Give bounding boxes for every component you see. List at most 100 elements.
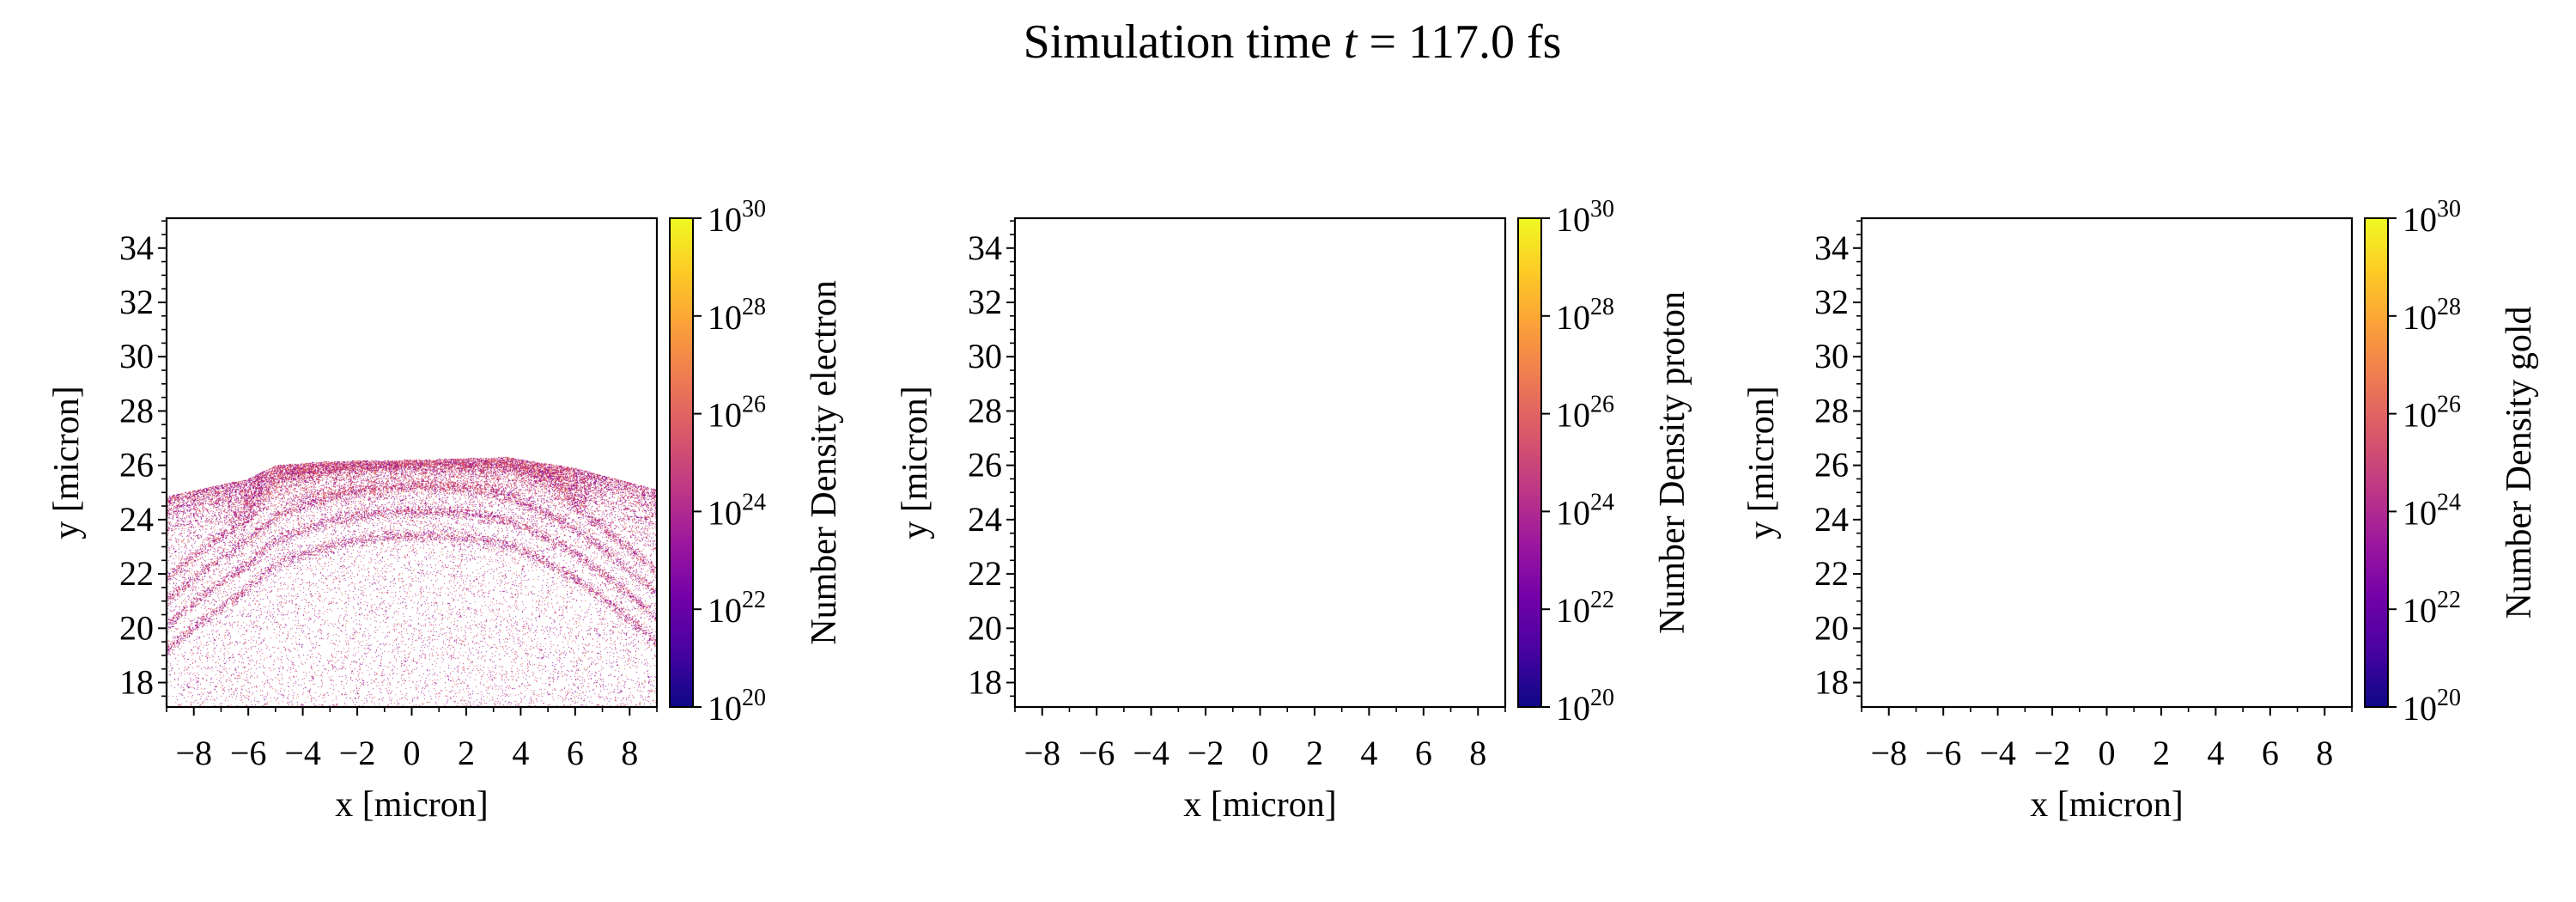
y-tick-label: 32 (1814, 283, 1849, 321)
y-tick-label: 24 (119, 500, 154, 539)
x-tick-label: 8 (2316, 734, 2333, 772)
y-tick-label: 30 (119, 337, 154, 375)
x-tick-label: 8 (1469, 734, 1486, 772)
colorbar (1517, 217, 1542, 708)
colorbar-tick-base: 10 (1556, 493, 1590, 532)
colorbar-label: Number Density gold (2500, 307, 2539, 619)
y-tick-label: 30 (1814, 337, 1849, 375)
colorbar-tick-exponent: 20 (1590, 685, 1614, 711)
y-tick-label: 34 (968, 229, 1002, 267)
colorbar-tick-base: 10 (2403, 591, 2437, 630)
colorbar-tick-label: 1022 (1556, 587, 1614, 630)
colorbar-tick-base: 10 (2403, 493, 2437, 532)
colorbar-tick-label: 1026 (1556, 392, 1614, 435)
axes-frame (1013, 216, 1507, 709)
x-tick-label: 0 (2099, 734, 2116, 772)
colorbar-tick-base: 10 (1556, 298, 1590, 337)
colorbar-tick-base: 10 (1556, 689, 1590, 728)
y-axis-label: y [micron] (47, 386, 87, 539)
y-tick-label: 28 (1814, 391, 1849, 430)
colorbar-tick-label: 1028 (2403, 294, 2461, 337)
y-axis-label: y [micron] (896, 386, 935, 539)
y-tick-label: 22 (119, 554, 154, 593)
colorbar-tick-base: 10 (2403, 298, 2437, 337)
colorbar-tick-exponent: 28 (2437, 294, 2461, 320)
colorbar-tick-label: 1028 (1556, 294, 1614, 337)
colorbar-tick-exponent: 22 (742, 587, 766, 613)
x-tick-label: 6 (1415, 734, 1432, 772)
colorbar-tick-exponent: 24 (742, 489, 766, 515)
x-tick-label: −2 (2034, 734, 2071, 772)
x-tick-label: −6 (1078, 734, 1115, 772)
y-tick-label: 34 (1814, 229, 1849, 267)
y-tick-label: 22 (968, 554, 1002, 593)
x-tick-label: −8 (1024, 734, 1060, 772)
colorbar-tick-exponent: 22 (1590, 587, 1614, 613)
x-tick-label: 6 (567, 734, 584, 772)
y-tick-label: 26 (1814, 446, 1849, 485)
colorbar-tick-exponent: 28 (742, 294, 766, 320)
colorbar-tick-exponent: 20 (742, 685, 766, 711)
colorbar-tick-base: 10 (1556, 396, 1590, 435)
y-axis-label: y [micron] (1742, 386, 1782, 539)
x-tick-label: 2 (458, 734, 475, 772)
colorbar-tick-label: 1028 (708, 294, 766, 337)
y-tick-label: 20 (119, 608, 154, 647)
x-tick-label: −8 (1870, 734, 1907, 772)
x-tick-label: −2 (1188, 734, 1224, 772)
colorbar-tick-exponent: 20 (2437, 685, 2461, 711)
colorbar-tick-exponent: 30 (1590, 196, 1614, 222)
colorbar-tick-base: 10 (708, 689, 742, 728)
colorbar-tick-label: 1022 (708, 587, 766, 630)
y-tick-label: 28 (968, 391, 1002, 430)
colorbar-tick-label: 1022 (2403, 587, 2461, 630)
x-tick-label: 2 (1306, 734, 1323, 772)
x-tick-label: −2 (339, 734, 376, 772)
y-tick-label: 24 (968, 500, 1002, 539)
y-tick-label: 24 (1814, 500, 1849, 539)
x-tick-label: −6 (1925, 734, 1962, 772)
x-tick-label: 0 (404, 734, 421, 772)
y-tick-label: 20 (1814, 608, 1849, 647)
x-tick-label: 2 (2153, 734, 2170, 772)
axes-frame (1860, 216, 2354, 709)
colorbar-tick-label: 1030 (1556, 196, 1614, 239)
colorbar-tick-base: 10 (2403, 396, 2437, 435)
colorbar-tick-label: 1020 (1556, 685, 1614, 728)
colorbar-tick-exponent: 26 (1590, 392, 1614, 418)
y-tick-label: 28 (119, 391, 154, 430)
colorbar-tick-base: 10 (708, 298, 742, 337)
x-tick-label: −4 (1979, 734, 2016, 772)
colorbar-tick-base: 10 (708, 200, 742, 239)
x-axis-label: x [micron] (1183, 785, 1336, 825)
x-tick-label: −4 (284, 734, 321, 772)
colorbar-tick-exponent: 24 (2437, 489, 2461, 515)
colorbar-tick-base: 10 (708, 493, 742, 532)
colorbar-tick-exponent: 28 (1590, 294, 1614, 320)
colorbar-tick-exponent: 26 (2437, 392, 2461, 418)
x-tick-label: 4 (1360, 734, 1377, 772)
colorbar-tick-base: 10 (708, 591, 742, 630)
x-axis-label: x [micron] (335, 785, 488, 825)
colorbar-tick-base: 10 (2403, 689, 2437, 728)
x-tick-label: 6 (2262, 734, 2279, 772)
axes-frame (165, 216, 659, 709)
colorbar-tick-exponent: 26 (742, 392, 766, 418)
colorbar-tick-base: 10 (1556, 200, 1590, 239)
y-tick-label: 32 (968, 283, 1002, 321)
density-image-1 (167, 218, 657, 707)
colorbar-label: Number Density electron (805, 280, 844, 645)
x-tick-label: −4 (1133, 734, 1170, 772)
colorbar-tick-label: 1024 (708, 489, 766, 532)
colorbar-tick-exponent: 24 (1590, 489, 1614, 515)
y-tick-label: 30 (968, 337, 1002, 375)
x-tick-label: −6 (230, 734, 267, 772)
colorbar-tick-exponent: 30 (2437, 196, 2461, 222)
x-tick-label: −8 (175, 734, 212, 772)
y-tick-label: 18 (968, 663, 1002, 702)
colorbar-tick-label: 1026 (2403, 392, 2461, 435)
colorbar-tick-label: 1024 (2403, 489, 2461, 532)
